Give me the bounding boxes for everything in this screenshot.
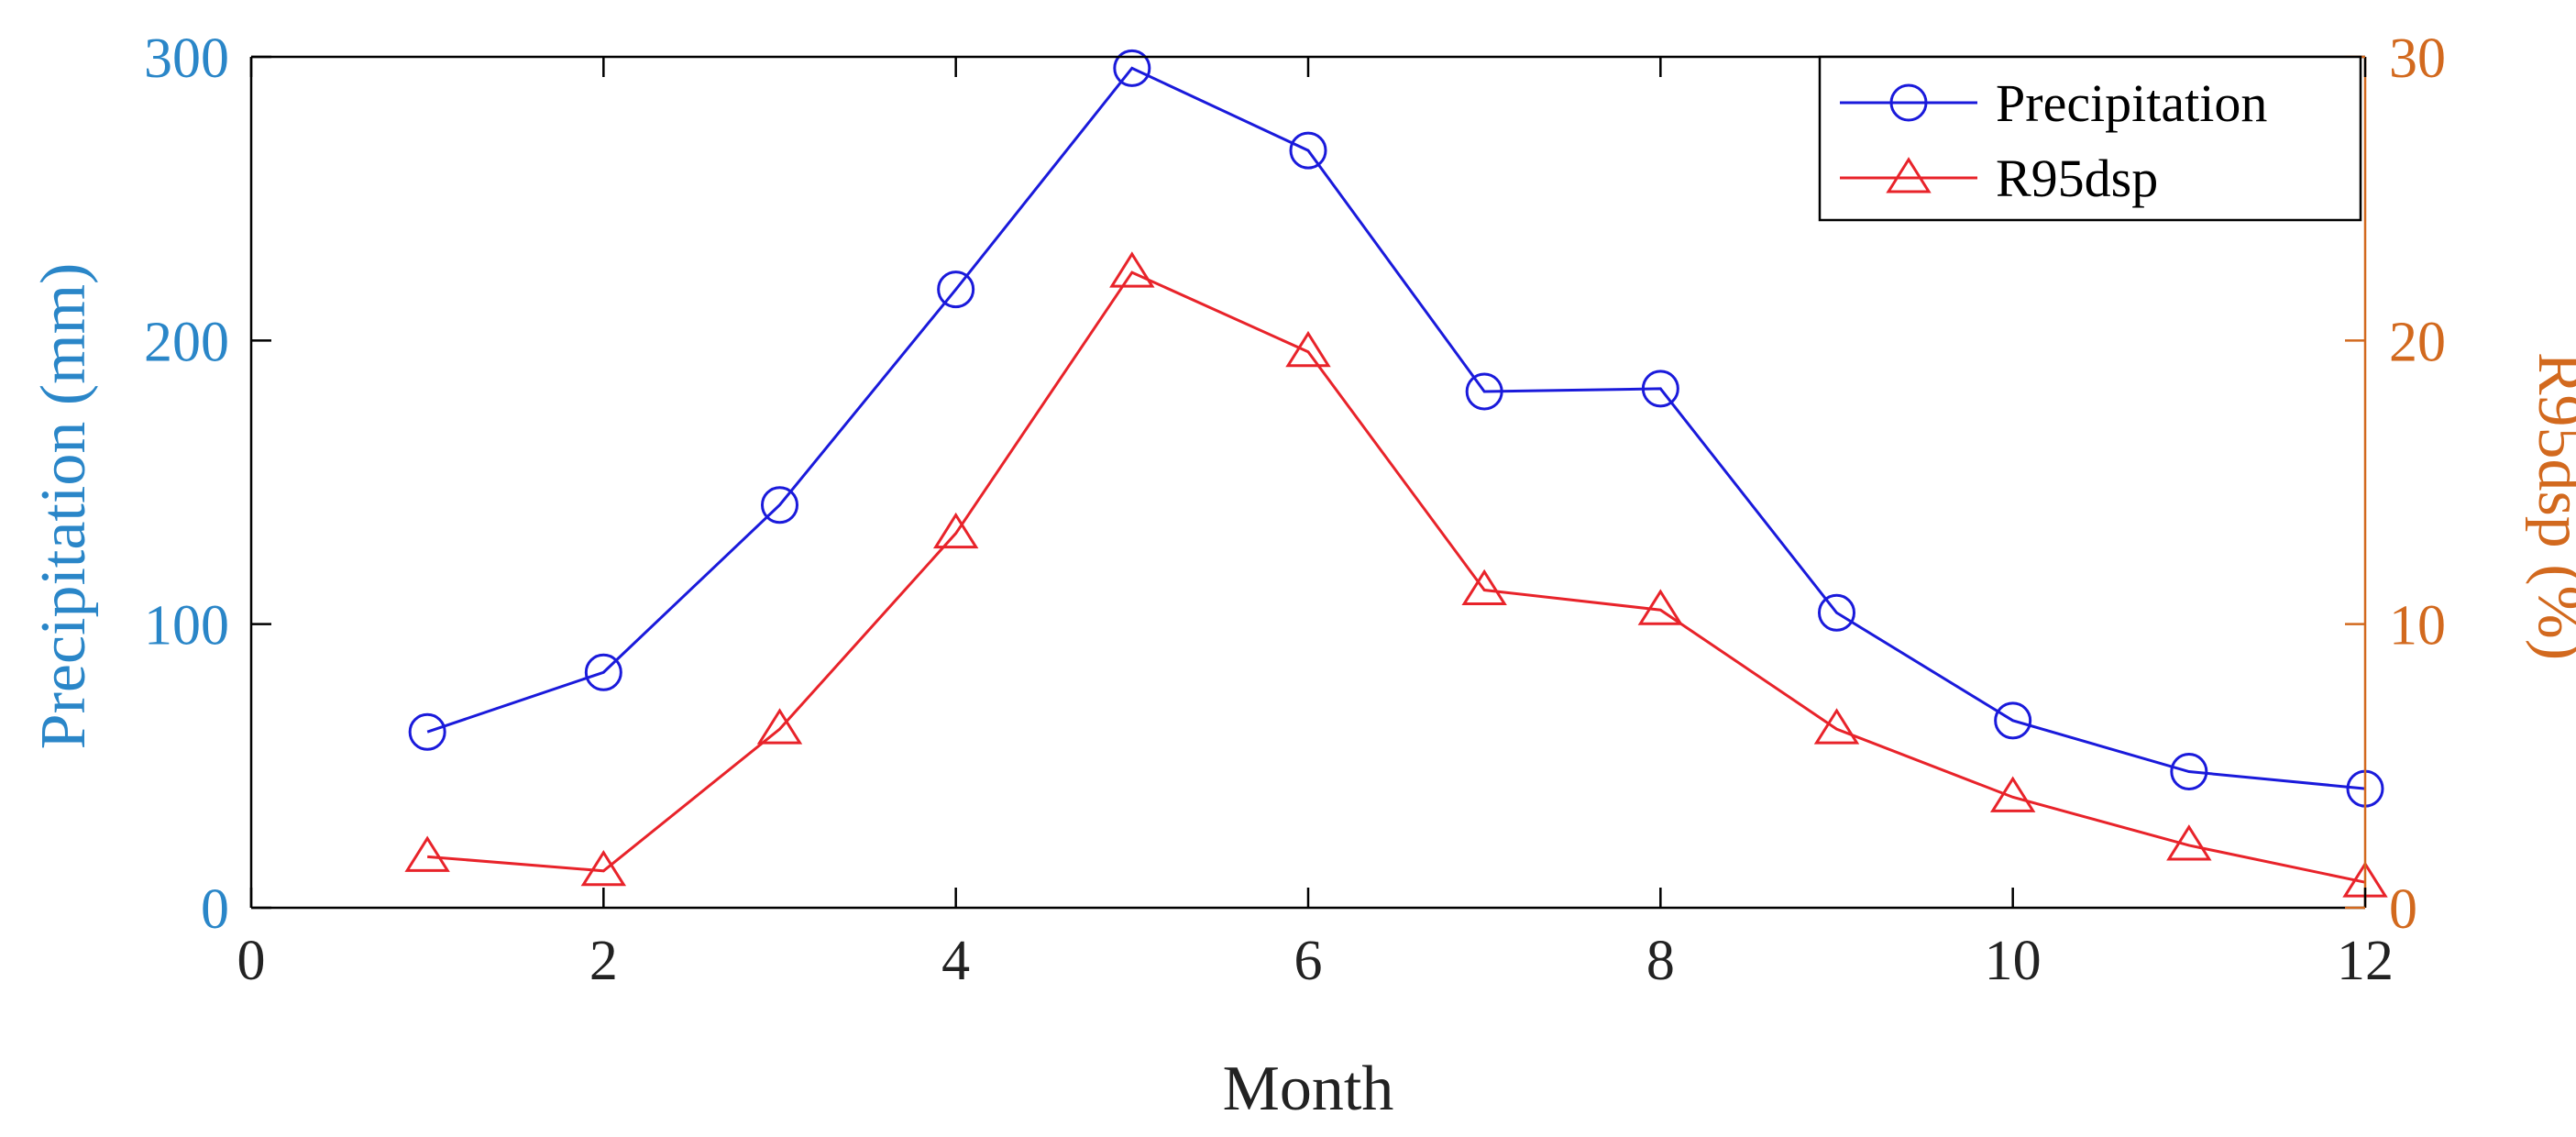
data-point-precipitation xyxy=(1289,131,1327,170)
y-axis-left-title: Precipitation (mm) xyxy=(28,263,99,750)
data-point-r95dsp xyxy=(1461,568,1507,606)
data-point-precipitation xyxy=(2170,753,2208,791)
y-left-tick-label: 300 xyxy=(144,28,229,90)
y-axis-right-title: R95dsp (%) xyxy=(2525,352,2576,660)
series-line-precipitation xyxy=(426,66,2366,790)
data-point-precipitation xyxy=(1113,49,1151,87)
x-tick-label: 10 xyxy=(1985,930,2042,992)
legend: Precipitation R95dsp xyxy=(1818,55,2362,222)
data-point-r95dsp xyxy=(2166,824,2212,861)
data-point-precipitation xyxy=(1465,372,1503,411)
x-tick-label: 6 xyxy=(1294,930,1323,992)
legend-label-precipitation: Precipitation xyxy=(1996,73,2267,133)
data-point-r95dsp xyxy=(756,708,803,745)
data-point-r95dsp xyxy=(404,835,450,872)
y-left-tick-label: 100 xyxy=(144,595,229,657)
data-point-precipitation xyxy=(1641,370,1679,408)
y-left-tick-label: 200 xyxy=(144,311,229,373)
x-tick-label: 12 xyxy=(2337,930,2394,992)
data-point-r95dsp xyxy=(580,849,627,887)
x-tick-label: 2 xyxy=(589,930,618,992)
x-tick-label: 4 xyxy=(941,930,970,992)
data-point-precipitation xyxy=(937,270,975,309)
data-point-r95dsp xyxy=(1109,251,1155,288)
data-point-r95dsp xyxy=(1813,708,1860,745)
data-point-precipitation xyxy=(584,653,622,691)
data-point-r95dsp xyxy=(1989,776,2036,812)
legend-label-r95dsp: R95dsp xyxy=(1996,149,2158,208)
data-point-precipitation xyxy=(1818,593,1855,632)
x-tick-label: 8 xyxy=(1646,930,1675,992)
series-line-r95dsp xyxy=(427,270,2366,884)
y-right-tick-label: 0 xyxy=(2389,878,2417,941)
data-point-r95dsp xyxy=(1637,589,1684,625)
data-point-r95dsp xyxy=(1285,330,1331,368)
x-tick-label: 0 xyxy=(237,930,266,992)
data-point-precipitation xyxy=(408,712,446,751)
plot-marks xyxy=(404,49,2388,898)
y-right-tick-label: 10 xyxy=(2389,595,2446,657)
y-right-tick-label: 30 xyxy=(2389,28,2446,90)
y-left-tick-label: 0 xyxy=(201,878,229,941)
data-point-r95dsp xyxy=(932,512,979,549)
y-right-tick-label: 20 xyxy=(2389,311,2446,373)
legend-marker-r95dsp xyxy=(1886,157,1932,193)
data-point-precipitation xyxy=(1994,701,2032,740)
x-axis-title: Month xyxy=(1223,1054,1394,1124)
data-point-precipitation xyxy=(761,486,798,524)
legend-marker-precipitation xyxy=(1889,83,1928,122)
